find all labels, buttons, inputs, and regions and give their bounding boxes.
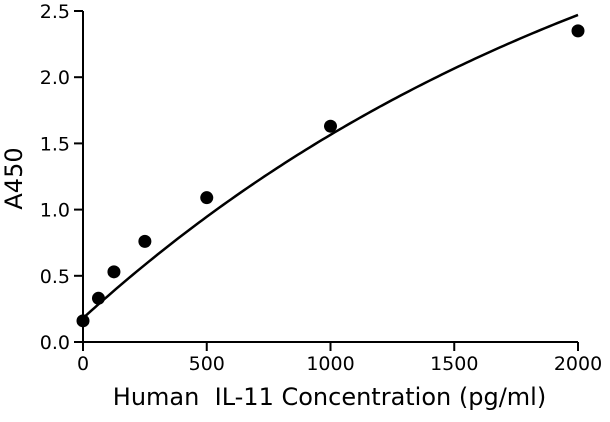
data-point xyxy=(571,24,585,38)
x-axis-title: Human IL-11 Concentration (pg/ml) xyxy=(113,383,546,411)
x-tick-label: 500 xyxy=(189,353,225,375)
y-axis-ticks: 0.0 0.5 1.0 1.5 2.0 2.5 xyxy=(40,1,83,354)
y-tick-label: 0.5 xyxy=(40,266,70,288)
data-points xyxy=(76,24,585,328)
data-point xyxy=(324,119,337,133)
fit-curve-line xyxy=(82,13,579,320)
x-tick-label: 0 xyxy=(77,353,89,375)
x-tick-label: 2000 xyxy=(554,353,602,375)
data-point xyxy=(107,265,121,279)
data-point xyxy=(200,191,214,205)
data-point xyxy=(76,314,90,328)
y-tick-label: 0.0 xyxy=(40,332,70,354)
data-point xyxy=(91,291,105,305)
data-point xyxy=(138,234,152,248)
y-tick-label: 1.0 xyxy=(40,200,70,222)
y-axis-title: A450 xyxy=(0,147,28,209)
axes xyxy=(82,11,578,343)
x-axis-ticks: 0 500 1000 1500 2000 xyxy=(77,342,602,375)
x-tick-label: 1000 xyxy=(306,353,354,375)
y-tick-label: 1.5 xyxy=(40,133,70,155)
y-tick-label: 2.0 xyxy=(40,67,70,89)
y-tick-label: 2.5 xyxy=(40,1,70,23)
x-tick-label: 1500 xyxy=(430,353,478,375)
